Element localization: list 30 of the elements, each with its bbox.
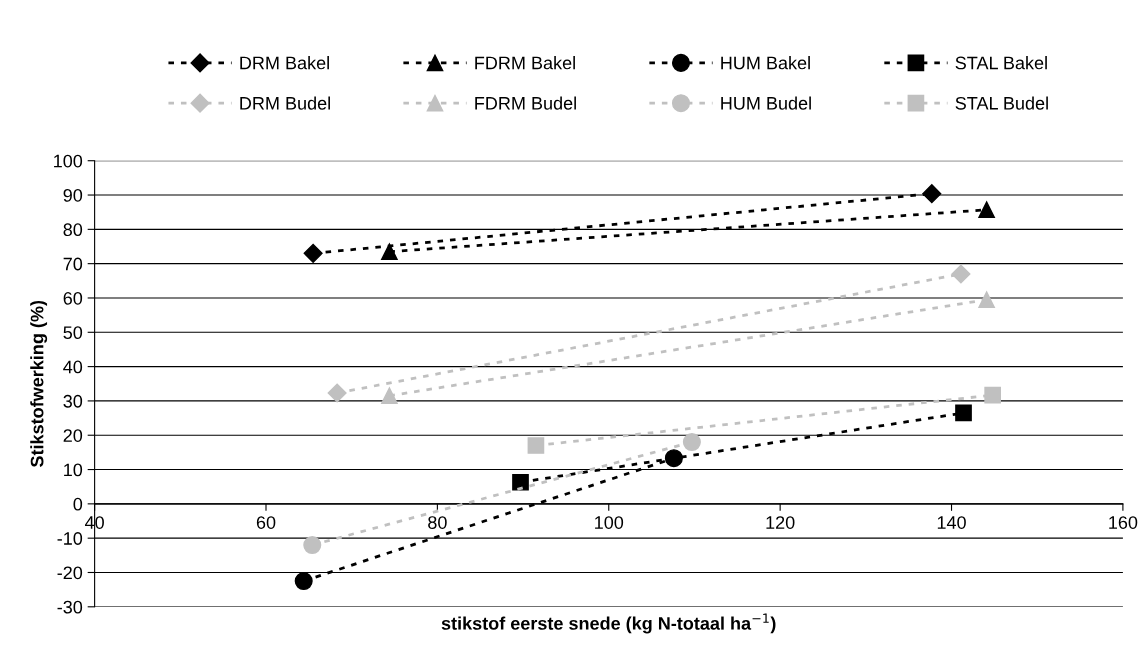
y-tick-label: 50	[63, 326, 83, 340]
y-tick-label: 100	[54, 154, 83, 168]
y-tick-label: 0	[73, 497, 83, 511]
x-tick-label: 80	[428, 516, 447, 529]
x-tick-label: 160	[1109, 516, 1138, 529]
y-tick-label: -10	[57, 532, 83, 545]
y-axis-title: Stikstofwerking (%)	[30, 300, 48, 467]
y-tick-label: 20	[63, 429, 83, 442]
x-tick-label: 120	[766, 516, 795, 529]
y-tick-label: 10	[64, 463, 83, 477]
legend-label: HUM Bakel	[721, 56, 810, 70]
y-tick-label: 40	[63, 360, 83, 374]
y-tick-label: -30	[57, 600, 83, 614]
y-tick-label: 70	[63, 257, 83, 271]
legend-label: FDRM Budel	[475, 96, 576, 110]
legend-label: STAL Budel	[955, 96, 1048, 110]
x-tick-label: 100	[595, 516, 624, 529]
legend-label: FDRM Bakel	[475, 56, 575, 70]
x-axis-title: stikstof eerste snede (kg N-totaal ha$^{−1}$)	[441, 613, 776, 634]
y-tick-label: -20	[57, 566, 83, 580]
y-tick-label: 90	[63, 188, 83, 202]
y-tick-label: 30	[63, 394, 83, 408]
y-tick-label: 80	[63, 223, 83, 237]
legend-label: HUM Budel	[721, 96, 811, 110]
legend-label: STAL Bakel	[955, 56, 1047, 70]
x-tick-label: 140	[937, 516, 966, 529]
y-tick-label: 60	[63, 291, 83, 305]
x-tick-label: 60	[256, 516, 276, 529]
legend-label: DRM Budel	[240, 96, 330, 110]
legend-label: DRM Bakel	[240, 56, 329, 70]
